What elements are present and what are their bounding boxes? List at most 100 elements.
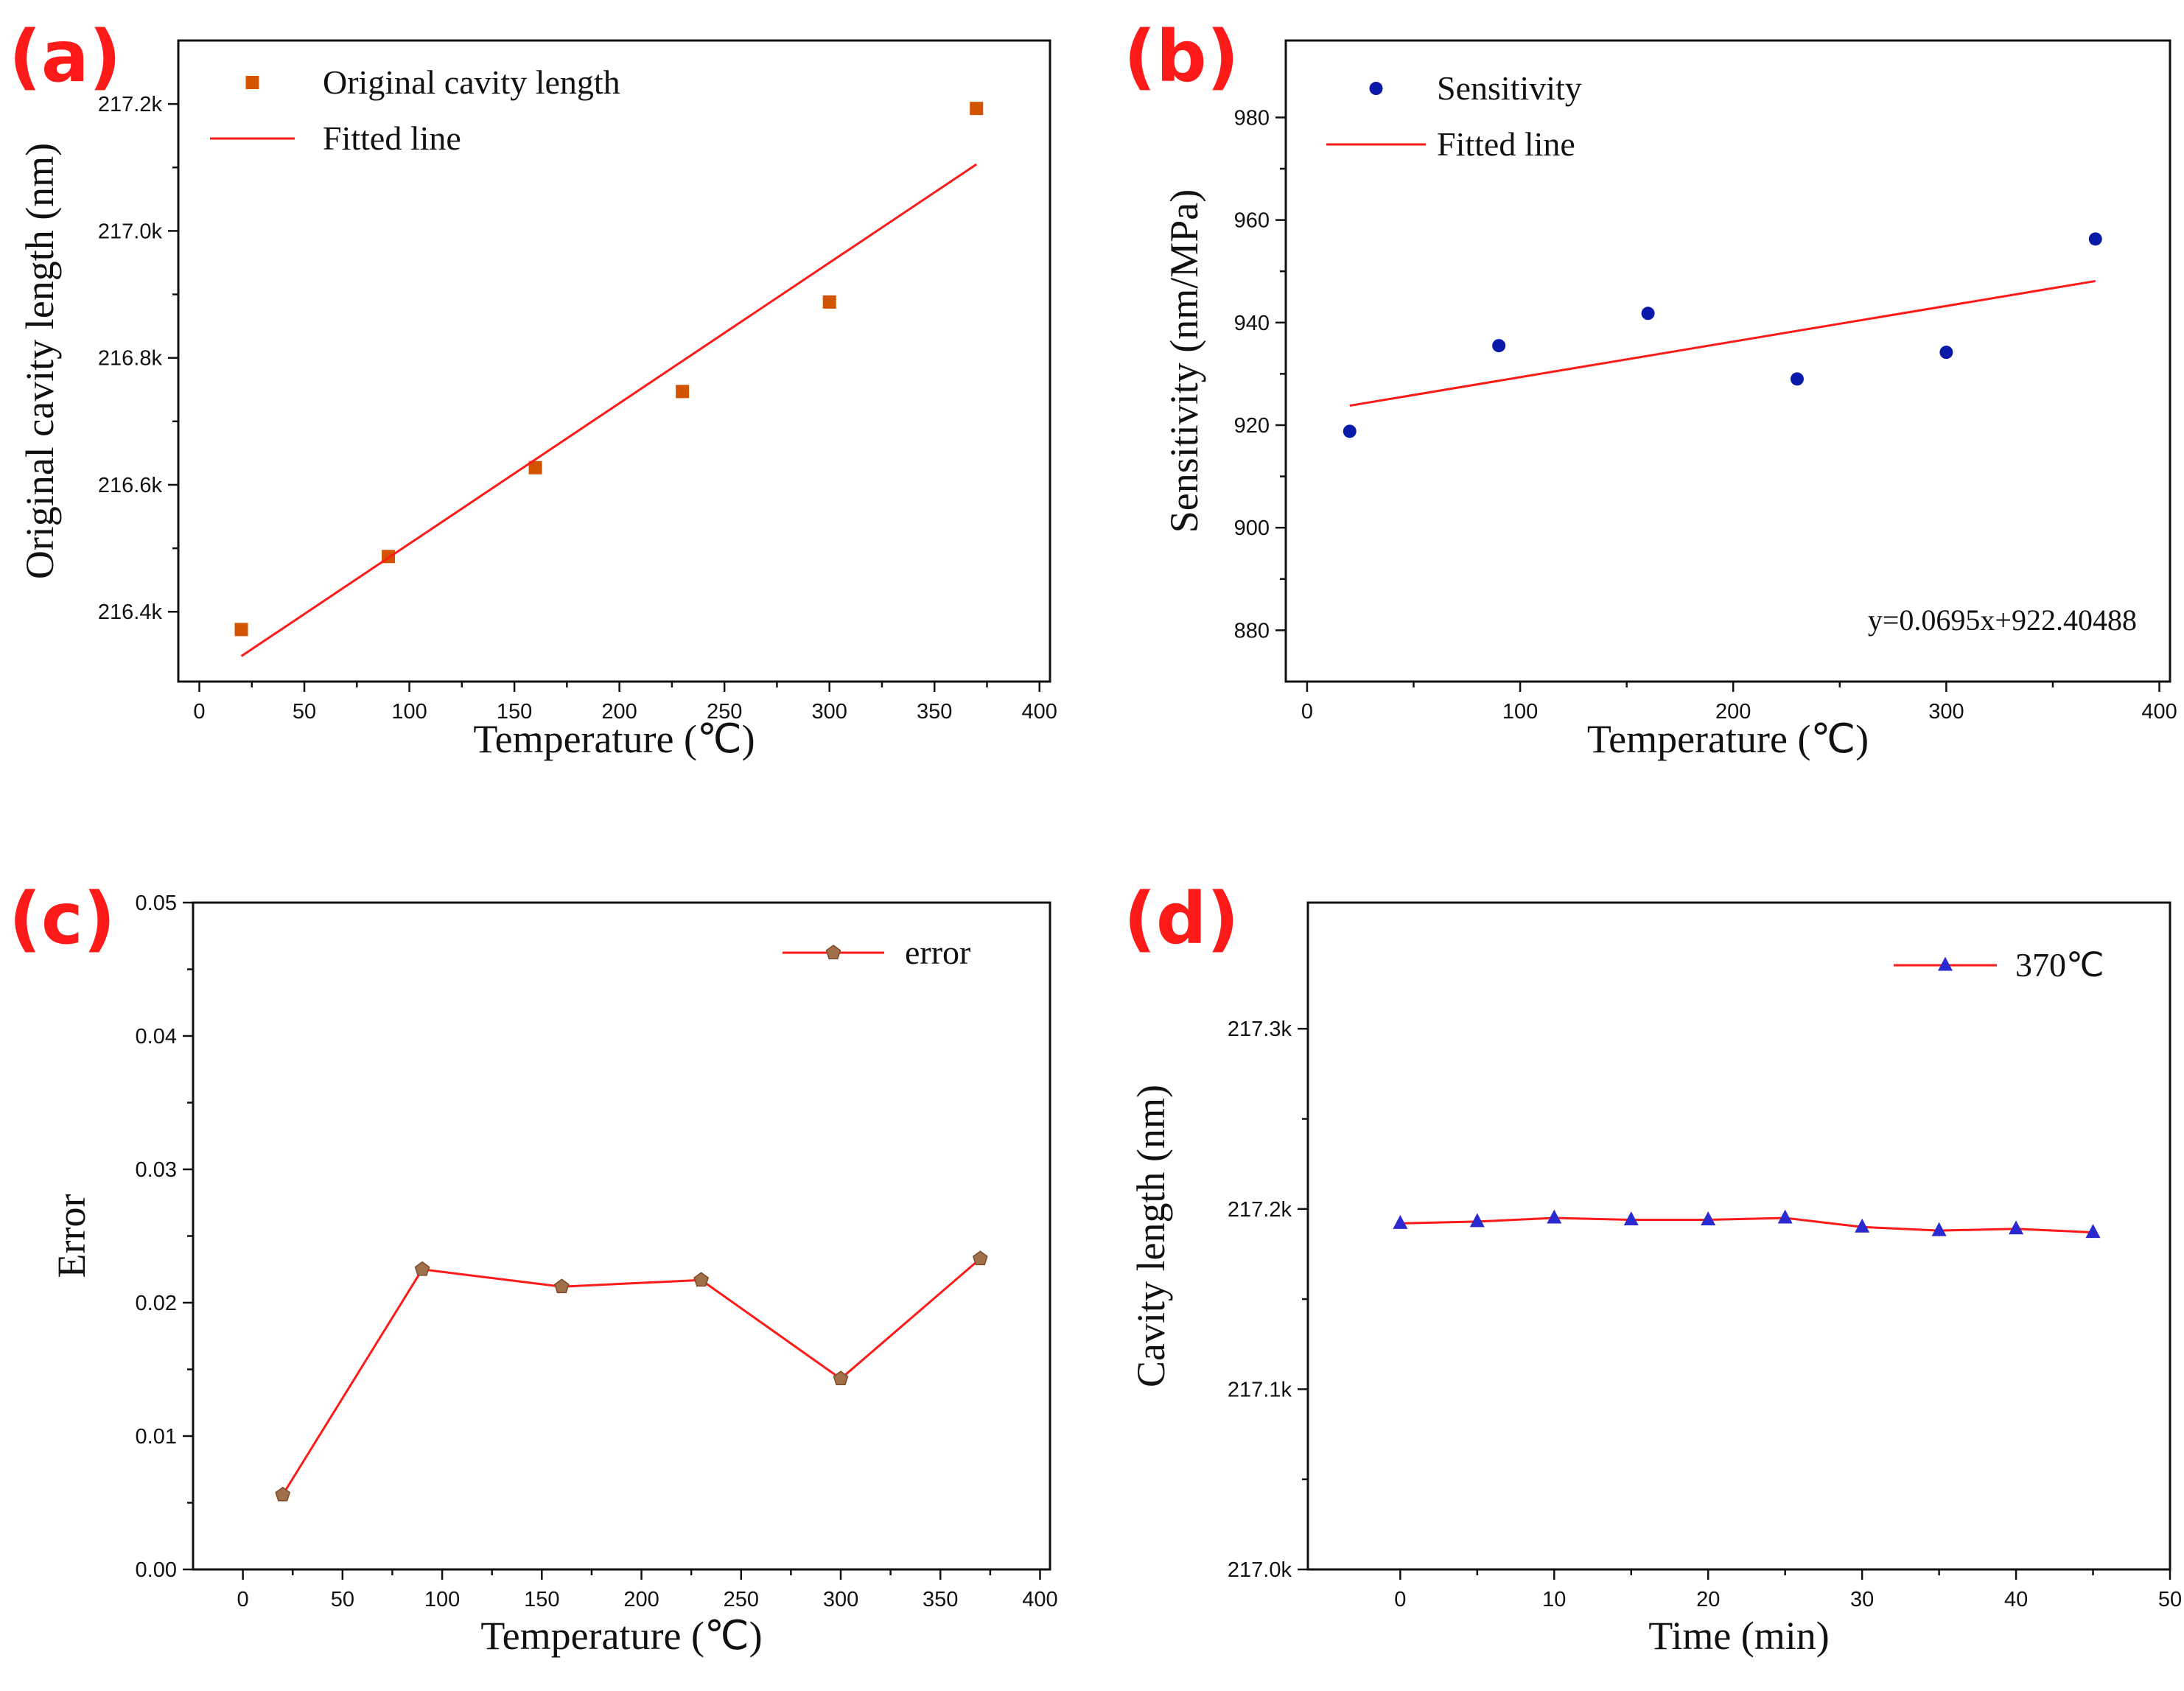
x-tick-label-b: 200 xyxy=(1715,700,1751,724)
series-line-d xyxy=(1400,1216,2093,1234)
legend-entry-a-1: Fitted line xyxy=(210,119,461,157)
chart-d: 0 10 20 30 40 50 217.0k 217.1k 217.2k 217.3k Time … xyxy=(1129,901,2182,1658)
y-axis-title-d: Cavity length (nm) xyxy=(1129,1085,1173,1387)
y-axis-title-c: Error xyxy=(49,1194,94,1278)
legend-entry-b-0: Sensitivity xyxy=(1369,69,1582,107)
x-tick-label-c: 0 xyxy=(237,1588,249,1611)
data-point-b xyxy=(1343,424,1357,438)
legend-label-c: error xyxy=(905,934,970,971)
data-point-d xyxy=(1931,1222,1947,1236)
x-tick-label-d: 0 xyxy=(1394,1588,1406,1611)
data-point-d xyxy=(1701,1211,1716,1225)
y-tick-label-b: 880 xyxy=(1234,619,1270,643)
x-tick-label-d: 30 xyxy=(1850,1588,1874,1611)
data-point-c xyxy=(972,1250,988,1266)
chart-panels: 0 50 100 150 200 250 300 350 400216.4k216.6k216.… xyxy=(18,39,2182,1658)
data-point-b xyxy=(1641,307,1655,321)
plot-frame-b xyxy=(1284,39,2171,683)
x-tick-label-a: 200 xyxy=(601,700,637,724)
x-tick-label-d: 50 xyxy=(2158,1588,2182,1611)
y-axis-title-b: Sensitivity (nm/MPa) xyxy=(1162,189,1206,533)
panel-label-d: (d) xyxy=(1124,878,1239,960)
data-point-d xyxy=(1855,1218,1870,1233)
y-tick-label-d: 217.2k xyxy=(1228,1198,1292,1222)
x-tick-label-c: 100 xyxy=(424,1588,460,1611)
data-point-a xyxy=(822,295,836,309)
y-tick-label-d: 217.1k xyxy=(1228,1378,1292,1401)
y-tick-label-a: 217.0k xyxy=(98,220,163,243)
x-tick-label-d: 40 xyxy=(2004,1588,2028,1611)
x-tick-label-c: 400 xyxy=(1022,1588,1057,1611)
plot-frame-a xyxy=(177,39,1051,683)
plot-frame-d xyxy=(1306,901,2171,1571)
panel-label-c: (c) xyxy=(9,878,116,960)
legend-entry-c-0: error xyxy=(783,934,970,971)
x-tick-label-b: 300 xyxy=(1928,700,1964,724)
y-tick-label-b: 940 xyxy=(1234,312,1270,335)
series-line-b xyxy=(1349,279,2096,407)
x-tick-label-a: 150 xyxy=(497,700,532,724)
x-tick-label-a: 100 xyxy=(391,700,427,724)
data-point-b xyxy=(2088,232,2102,246)
series-b-1 xyxy=(1349,279,2096,407)
x-tick-label-d: 20 xyxy=(1696,1588,1720,1611)
series-a-1 xyxy=(240,163,978,657)
x-axis-title-a: Temperature (℃) xyxy=(473,717,755,761)
x-tick-label-a: 350 xyxy=(917,700,952,724)
x-axis-title-b: Temperature (℃) xyxy=(1587,717,1869,761)
x-tick-label-c: 350 xyxy=(923,1588,958,1611)
fit-equation-b: y=0.0695x+922.40488 xyxy=(1868,603,2137,637)
x-tick-label-a: 50 xyxy=(293,700,316,724)
legend-marker-c xyxy=(825,945,841,959)
chart-c: 0 50 100 150 200 250 300 350 400 0.00 0.01 0.02 0.03… xyxy=(49,892,1058,1658)
legend-marker-b xyxy=(1369,82,1383,95)
y-tick-label-a: 216.8k xyxy=(98,347,163,371)
legend-label-b: Fitted line xyxy=(1437,125,1575,163)
y-tick-label-c: 0.04 xyxy=(136,1025,177,1048)
y-tick-label-b: 960 xyxy=(1234,209,1270,233)
legend-label-a: Fitted line xyxy=(323,119,461,157)
data-point-c xyxy=(414,1261,430,1276)
data-point-a xyxy=(234,623,248,637)
data-point-c xyxy=(693,1272,710,1287)
data-point-d xyxy=(1777,1209,1793,1224)
x-tick-label-a: 250 xyxy=(707,700,742,724)
series-d-0 xyxy=(1393,1209,2101,1239)
panel-label-b: (b) xyxy=(1124,15,1239,98)
y-tick-label-d: 217.0k xyxy=(1228,1558,1292,1582)
chart-a: 0 50 100 150 200 250 300 350 400 216.4k 216.6k 216.… xyxy=(18,39,1057,761)
series-b-0 xyxy=(1343,232,2102,438)
chart-b: 0 100 200 300 400 880 900 920 940 960 980 Temperatu… xyxy=(1162,39,2177,761)
legend-label-d: 370℃ xyxy=(2015,946,2104,984)
panel-label-a: (a) xyxy=(9,15,122,98)
x-tick-label-c: 300 xyxy=(823,1588,858,1611)
y-tick-label-b: 920 xyxy=(1234,414,1270,438)
series-line-c xyxy=(281,1258,981,1496)
series-c-0 xyxy=(275,1250,988,1502)
x-tick-label-b: 0 xyxy=(1301,700,1313,724)
x-tick-label-c: 150 xyxy=(524,1588,559,1611)
data-point-d xyxy=(1623,1211,1639,1225)
y-tick-label-a: 217.2k xyxy=(98,93,163,116)
legend-entry-b-1: Fitted line xyxy=(1326,125,1575,163)
legend-entry-d-0: 370℃ xyxy=(1894,946,2104,984)
legend-marker-a xyxy=(245,76,259,89)
legend-marker-d xyxy=(1938,956,1953,971)
x-tick-label-a: 300 xyxy=(811,700,847,724)
x-tick-label-a: 400 xyxy=(1022,700,1057,724)
data-point-a xyxy=(970,102,984,116)
data-point-b xyxy=(1939,346,1953,360)
y-tick-label-c: 0.03 xyxy=(136,1158,177,1182)
x-tick-label-c: 200 xyxy=(623,1588,659,1611)
legend-label-b: Sensitivity xyxy=(1437,69,1582,107)
x-tick-label-c: 250 xyxy=(724,1588,759,1611)
legend-entry-a-0: Original cavity length xyxy=(245,63,620,101)
data-point-d xyxy=(1393,1214,1408,1229)
data-point-c xyxy=(553,1278,570,1294)
x-axis-title-d: Time (min) xyxy=(1648,1614,1830,1658)
x-tick-label-b: 100 xyxy=(1502,700,1538,724)
data-point-c xyxy=(275,1486,291,1502)
data-point-a xyxy=(528,461,542,475)
data-point-d xyxy=(2009,1220,2024,1235)
data-point-c xyxy=(833,1370,849,1386)
